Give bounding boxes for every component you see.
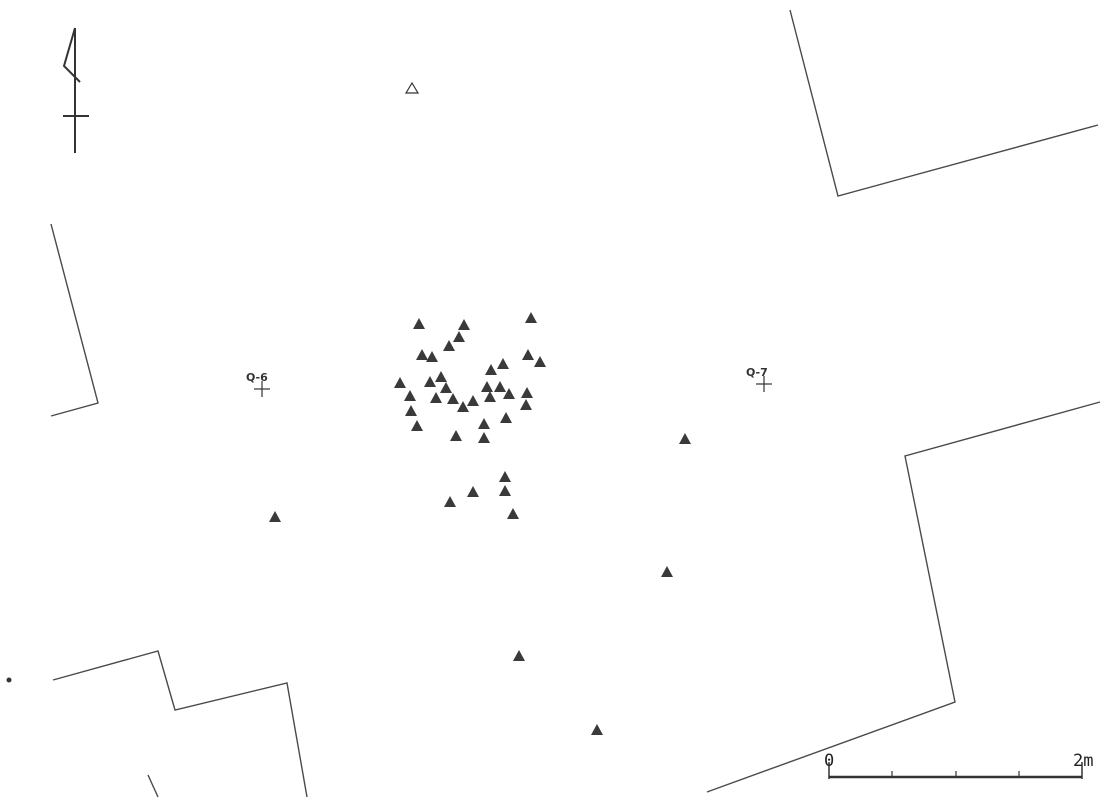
grid-point-label: Q-6 [246, 371, 268, 384]
filled-triangle-icon [447, 393, 459, 404]
filled-triangle-icon [404, 390, 416, 401]
filled-triangle-icon [661, 566, 673, 577]
feature-outline-bottom-left [52, 650, 308, 798]
filled-triangle-icon [534, 356, 546, 367]
filled-triangle-icon [467, 395, 479, 406]
filled-triangle-icon [499, 485, 511, 496]
filled-triangle-icon [467, 486, 479, 497]
filled-triangle-icon [458, 319, 470, 330]
filled-triangle-icon [525, 312, 537, 323]
filled-triangle-icon [499, 471, 511, 482]
filled-triangle-icon [269, 511, 281, 522]
open-triangle-icon [404, 81, 420, 94]
filled-triangle-icon [478, 432, 490, 443]
filled-triangle-icon [413, 318, 425, 329]
grid-point-q6: Q-6 [246, 371, 270, 397]
filled-triangle-icon [478, 418, 490, 429]
filled-triangle-icon [497, 358, 509, 369]
filled-triangle-icon [679, 433, 691, 444]
filled-triangle-icon [443, 340, 455, 351]
find-markers [269, 312, 691, 735]
grid-point-label: Q-7 [746, 366, 768, 379]
filled-triangle-icon [484, 391, 496, 402]
filled-triangle-icon [435, 371, 447, 382]
filled-triangle-icon [513, 650, 525, 661]
filled-triangle-icon [591, 724, 603, 735]
filled-triangle-icon [444, 496, 456, 507]
feature-trace-bottom-left [147, 774, 159, 798]
filled-triangle-icon [440, 382, 452, 393]
scale-start-label: 0 [824, 751, 834, 771]
feature-outline-left [50, 223, 99, 417]
filled-triangle-icon [424, 376, 436, 387]
filled-triangle-icon [521, 387, 533, 398]
filled-triangle-icon [453, 331, 465, 342]
filled-triangle-icon [503, 388, 515, 399]
filled-triangle-icon [507, 508, 519, 519]
filled-triangle-icon [416, 349, 428, 360]
dot-mark [6, 677, 12, 683]
filled-triangle-icon [500, 412, 512, 423]
filled-triangle-icon [411, 420, 423, 431]
filled-triangle-icon [522, 349, 534, 360]
scale-end-label: 2m [1073, 751, 1093, 771]
filled-triangle-icon [457, 401, 469, 412]
filled-triangle-icon [405, 405, 417, 416]
filled-triangle-icon [494, 381, 506, 392]
filled-triangle-icon [426, 351, 438, 362]
north-arrow-icon [62, 27, 89, 153]
filled-triangle-icon [394, 377, 406, 388]
filled-triangle-icon [520, 399, 532, 410]
feature-outline-right [706, 401, 1101, 793]
feature-outline-top-right [789, 9, 1099, 197]
filled-triangle-icon [450, 430, 462, 441]
scale-bar: 0 2m [824, 751, 1093, 779]
filled-triangle-icon [430, 392, 442, 403]
grid-point-q7: Q-7 [746, 366, 772, 392]
filled-triangle-icon [485, 364, 497, 375]
filled-triangle-icon [481, 381, 493, 392]
